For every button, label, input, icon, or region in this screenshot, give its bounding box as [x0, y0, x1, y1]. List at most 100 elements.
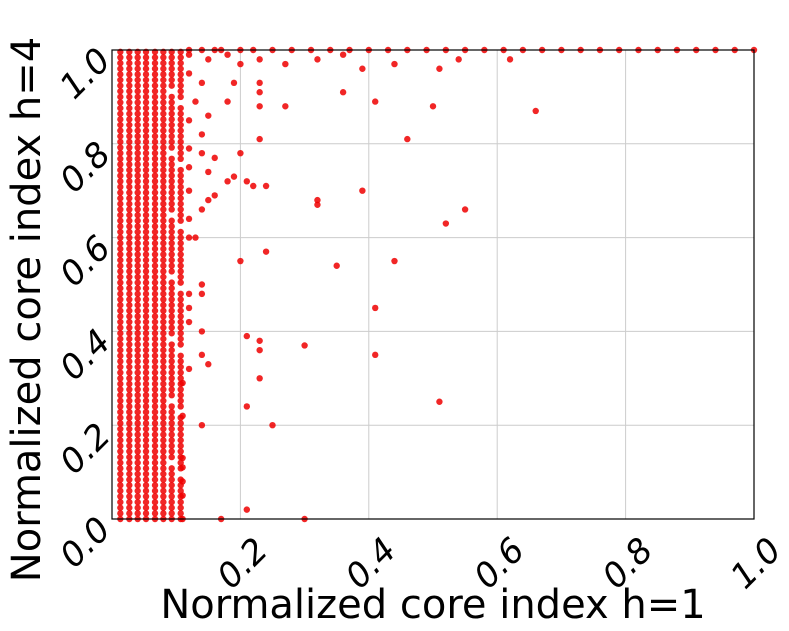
scatter-point — [168, 510, 175, 517]
scatter-point — [126, 71, 133, 78]
scatter-point — [134, 307, 141, 314]
scatter-point — [177, 65, 184, 72]
scatter-point — [117, 71, 124, 78]
scatter-point — [117, 189, 124, 196]
scatter-point — [142, 65, 150, 72]
scatter-point — [134, 425, 141, 433]
scatter-point — [117, 335, 124, 343]
scatter-point — [160, 59, 167, 67]
scatter-point — [134, 161, 141, 168]
scatter-point — [160, 88, 167, 95]
scatter-point — [168, 448, 175, 455]
scatter-point — [177, 335, 184, 343]
scatter-point — [168, 363, 175, 371]
scatter-point — [198, 422, 206, 429]
scatter-point — [177, 268, 184, 275]
scatter-point — [117, 228, 124, 236]
scatter-point — [160, 476, 167, 483]
scatter-point — [126, 54, 133, 61]
scatter-point — [126, 65, 133, 72]
scatter-point — [117, 59, 124, 67]
scatter-point — [177, 93, 184, 101]
scatter-point — [151, 279, 159, 286]
scatter-point — [142, 437, 150, 444]
scatter-point — [177, 138, 184, 146]
scatter-point — [126, 110, 133, 117]
scatter-point — [177, 262, 184, 269]
scatter-point — [142, 504, 150, 511]
scatter-point — [168, 54, 175, 61]
scatter-point — [134, 200, 141, 208]
scatter-point — [160, 420, 167, 427]
scatter-point — [160, 234, 167, 241]
plot-frame — [111, 49, 755, 520]
scatter-point — [168, 240, 175, 247]
scatter-point — [224, 51, 231, 58]
scatter-point — [126, 155, 133, 163]
scatter-point — [168, 183, 175, 191]
scatter-point — [372, 304, 379, 312]
scatter-point — [151, 189, 159, 196]
scatter-point — [142, 183, 150, 191]
scatter-point — [436, 65, 443, 72]
scatter-point — [134, 104, 141, 112]
scatter-point — [126, 285, 133, 292]
scatter-point — [142, 166, 150, 174]
scatter-point — [134, 93, 141, 101]
scatter-point — [211, 154, 218, 162]
scatter-point — [142, 335, 150, 343]
scatter-point — [177, 234, 184, 241]
scatter-point — [117, 380, 124, 388]
scatter-point — [126, 482, 133, 489]
scatter-point — [168, 414, 175, 421]
scatter-point — [126, 335, 133, 343]
scatter-point — [177, 504, 184, 511]
scatter-point — [160, 223, 167, 230]
scatter-point — [142, 285, 150, 292]
scatter-point — [142, 240, 150, 247]
scatter-point — [151, 110, 159, 117]
scatter-point — [126, 453, 133, 461]
scatter-point — [126, 318, 133, 326]
scatter-point — [168, 408, 175, 416]
scatter-point — [168, 138, 175, 146]
scatter-point — [151, 431, 159, 438]
scatter-point — [151, 375, 159, 382]
scatter-point — [126, 324, 133, 331]
scatter-point — [151, 414, 159, 421]
scatter-point — [134, 268, 141, 275]
scatter-point — [179, 412, 186, 420]
scatter-point — [134, 397, 141, 405]
scatter-point — [134, 110, 141, 117]
scatter-point — [151, 200, 159, 208]
scatter-point — [160, 437, 167, 444]
scatter-point — [243, 403, 251, 410]
scatter-point — [134, 178, 141, 185]
y-tick-label: 0.2 — [52, 416, 119, 483]
scatter-point — [177, 386, 184, 393]
scatter-point — [151, 245, 159, 253]
scatter-point — [142, 82, 150, 89]
scatter-point — [160, 425, 167, 433]
scatter-point — [117, 391, 124, 399]
scatter-point — [117, 425, 124, 433]
scatter-point — [160, 301, 167, 309]
scatter-point — [142, 352, 150, 359]
x-tick-label: 1.0 — [723, 530, 789, 597]
scatter-point — [168, 352, 175, 359]
scatter-point — [126, 133, 133, 140]
scatter-point — [160, 414, 167, 421]
scatter-point — [185, 51, 193, 58]
scatter-point — [168, 465, 175, 472]
scatter-point — [142, 498, 150, 506]
scatter-point — [198, 281, 206, 288]
scatter-point — [185, 318, 193, 326]
scatter-point — [134, 195, 141, 202]
scatter-point — [117, 408, 124, 416]
scatter-point — [160, 470, 167, 478]
scatter-point — [117, 172, 124, 179]
scatter-point — [151, 116, 159, 123]
grid-lines — [112, 49, 755, 520]
scatter-point — [134, 65, 141, 72]
scatter-point — [185, 304, 193, 312]
